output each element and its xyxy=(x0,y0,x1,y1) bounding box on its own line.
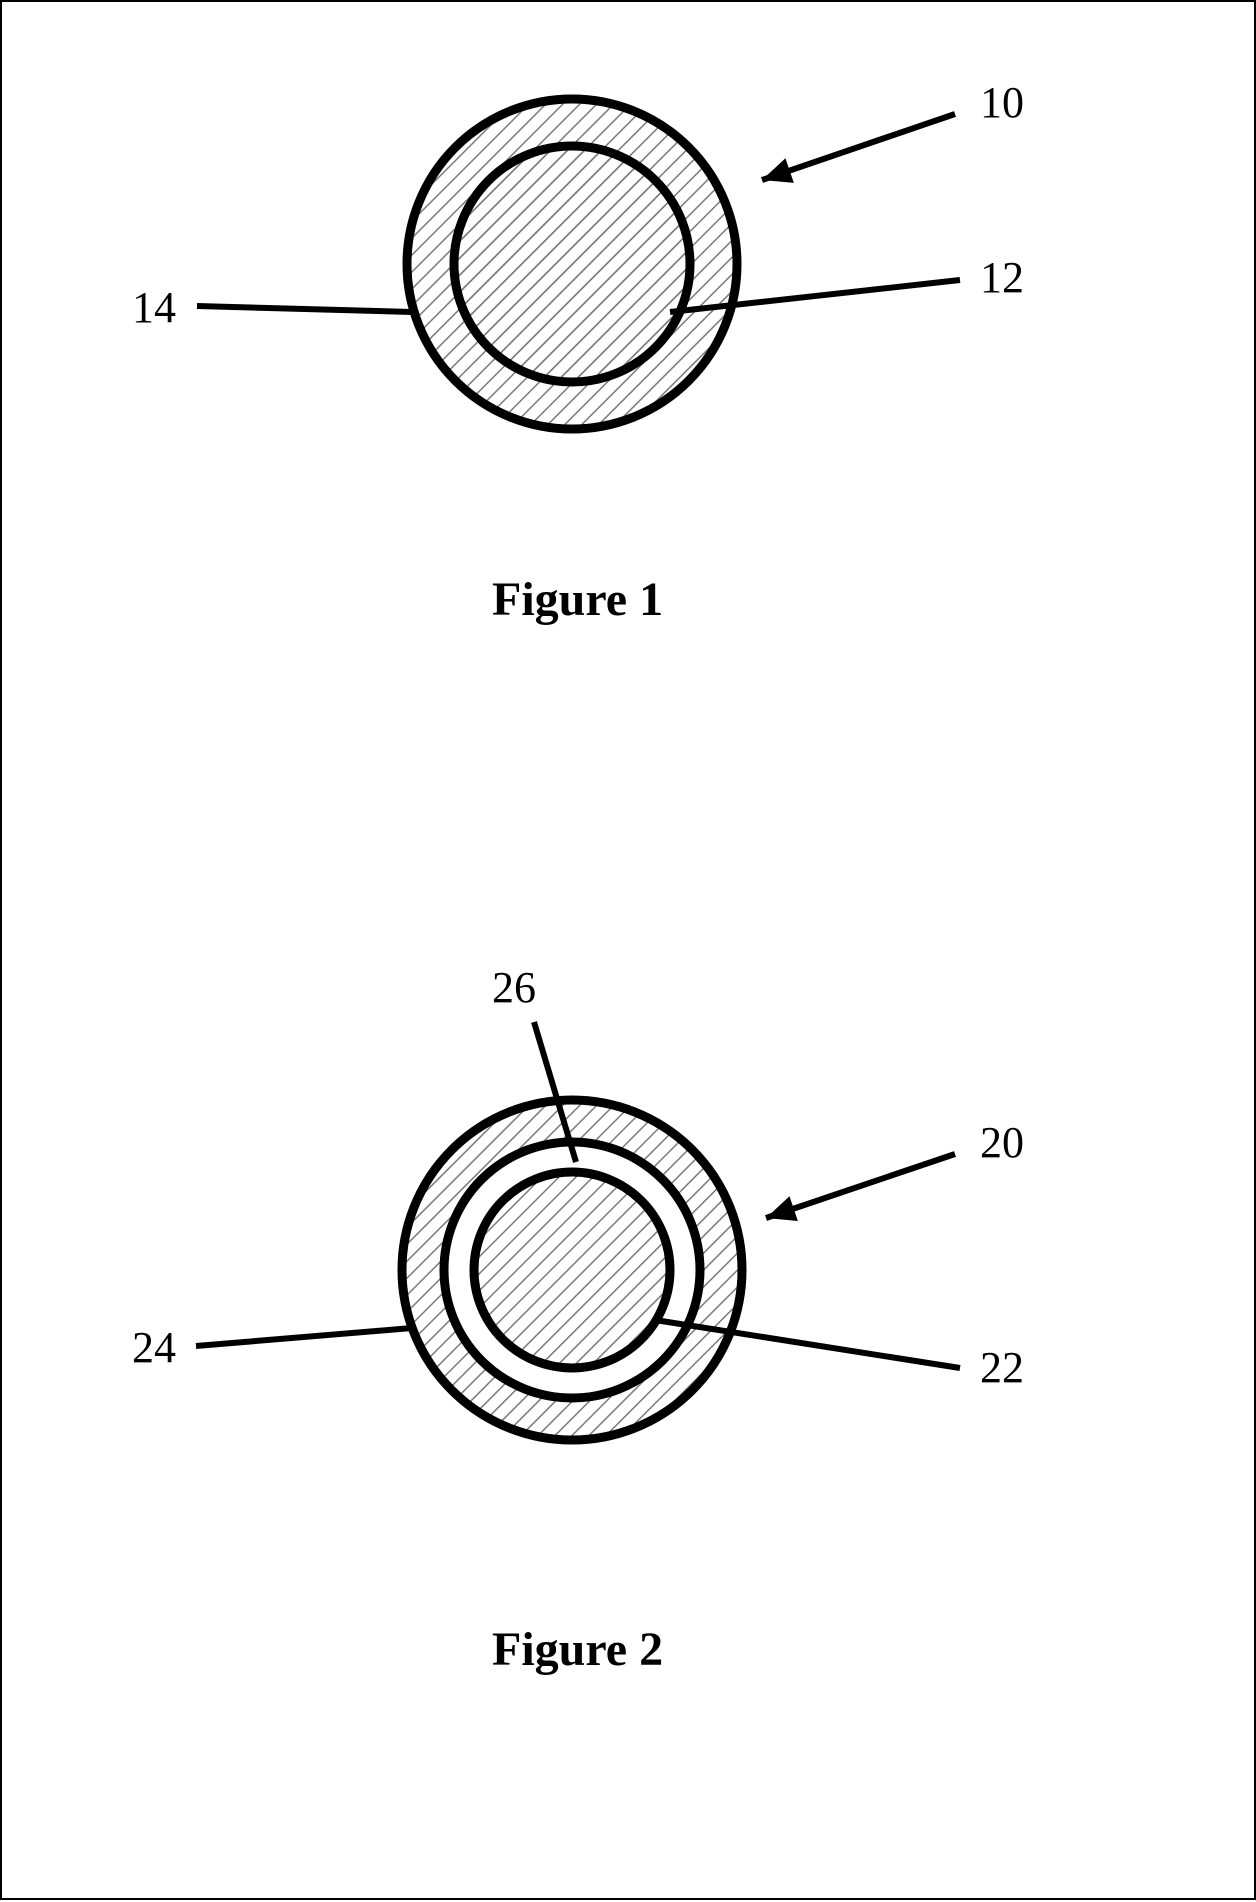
label-20: 20 xyxy=(980,1117,1024,1168)
page: 10 12 14 Figure 1 20 22 24 26 Figure 2 xyxy=(0,0,1256,1900)
label-22: 22 xyxy=(980,1342,1024,1393)
figure2-caption: Figure 2 xyxy=(492,1622,663,1677)
figure2-svg xyxy=(2,2,1256,1902)
label-26: 26 xyxy=(492,962,536,1013)
label-24: 24 xyxy=(132,1322,176,1373)
